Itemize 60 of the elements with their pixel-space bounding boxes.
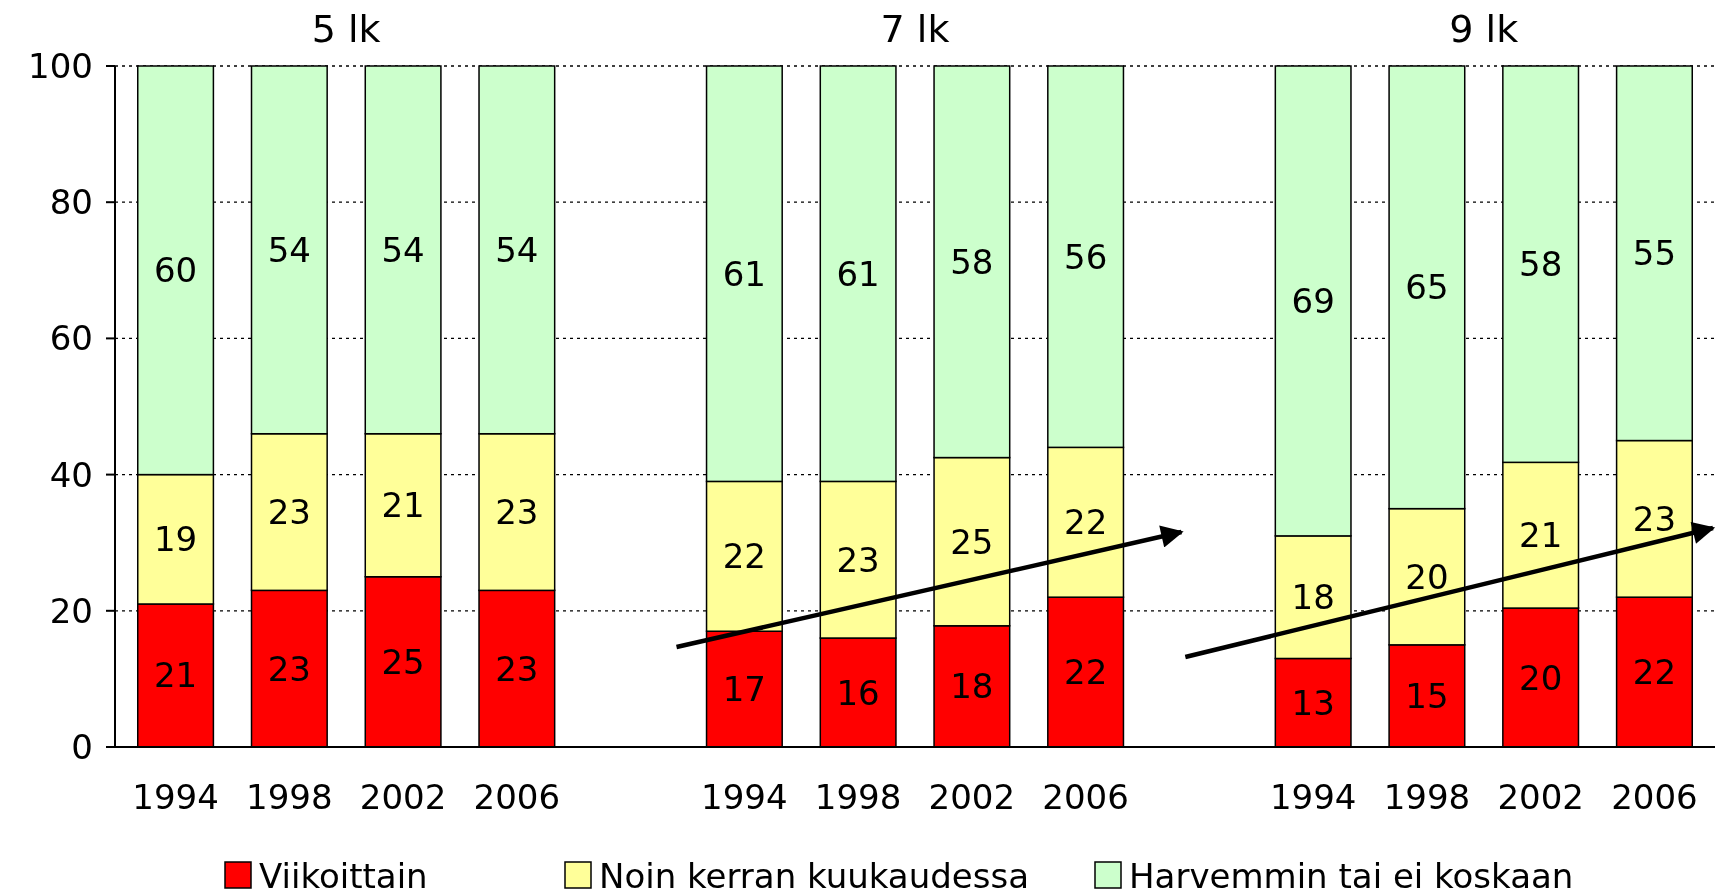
data-label: 54: [495, 229, 539, 270]
x-tick-label: 1994: [1269, 777, 1357, 817]
data-label: 54: [381, 229, 425, 270]
x-tick-label: 1998: [246, 777, 333, 817]
y-tick-label: 40: [49, 454, 93, 495]
data-label: 15: [1405, 675, 1449, 716]
data-label: 55: [1632, 233, 1677, 274]
legend-label: Viikoittain: [259, 856, 428, 896]
data-label: 25: [950, 521, 994, 562]
data-label: 16: [836, 672, 880, 713]
x-tick-label: 1994: [132, 777, 219, 817]
data-label: 23: [495, 648, 539, 689]
y-tick-label: 60: [49, 318, 93, 359]
text: 9 lk: [1449, 7, 1519, 51]
x-tick-label: 2002: [1497, 777, 1584, 817]
legend-label: Harvemmin tai ei koskaan: [1129, 856, 1574, 896]
data-label: 13: [1291, 682, 1335, 723]
x-tick-label: 2006: [473, 777, 561, 817]
data-label: 22: [1632, 652, 1677, 693]
data-label: 65: [1405, 267, 1449, 308]
y-tick-label: 80: [49, 182, 93, 223]
data-label: 61: [836, 253, 880, 294]
x-tick-label: 2002: [928, 777, 1016, 817]
legend-label: Noin kerran kuukaudessa: [599, 856, 1029, 896]
y-tick-label: 100: [28, 46, 93, 86]
data-label: 60: [153, 250, 198, 291]
data-label: 22: [1064, 652, 1108, 693]
data-label: 18: [1291, 577, 1335, 618]
data-label: 61: [722, 253, 766, 294]
data-label: 21: [1519, 515, 1563, 556]
data-label: 23: [495, 492, 539, 533]
y-tick-label: 20: [49, 590, 93, 631]
data-label: 20: [1519, 657, 1563, 698]
x-tick-label: 2006: [1611, 777, 1698, 817]
data-label: 25: [381, 641, 425, 682]
text: 5 lk: [311, 7, 381, 51]
data-label: 17: [722, 669, 766, 710]
data-label: 21: [381, 485, 425, 526]
text: 7 lk: [880, 7, 950, 51]
data-label: 22: [722, 536, 766, 577]
data-label: 21: [153, 655, 198, 696]
data-label: 18: [950, 666, 994, 707]
data-label: 56: [1064, 236, 1108, 277]
data-label: 58: [1519, 244, 1563, 285]
data-label: 23: [267, 492, 311, 533]
data-label: 20: [1405, 556, 1449, 597]
data-label: 58: [950, 241, 994, 282]
x-tick-label: 1998: [1383, 777, 1471, 817]
data-label: 23: [836, 539, 880, 580]
data-label: 19: [153, 519, 198, 560]
y-tick-label: 0: [71, 727, 93, 767]
data-label: 23: [267, 648, 311, 689]
data-label: 54: [267, 229, 311, 270]
x-tick-label: 2002: [359, 777, 447, 817]
data-label: 69: [1291, 280, 1335, 321]
x-tick-label: 1998: [814, 777, 902, 817]
x-tick-label: 1994: [701, 777, 788, 817]
x-tick-label: 2006: [1042, 777, 1129, 817]
data-label: 23: [1632, 498, 1677, 539]
data-label: 22: [1064, 502, 1108, 543]
